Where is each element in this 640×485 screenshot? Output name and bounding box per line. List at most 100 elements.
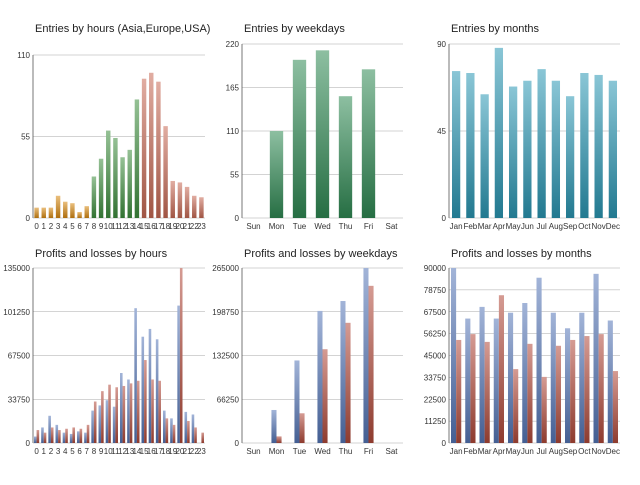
loss-bar-Thu: [345, 322, 351, 443]
profit-bar-0: [34, 436, 37, 443]
profit-bar-8: [91, 410, 94, 443]
loss-bar-Jan: [456, 339, 462, 443]
x-tick-label: Sun: [246, 447, 260, 456]
y-tick-label: 101250: [3, 308, 30, 317]
x-tick-label: 17: [154, 222, 163, 231]
x-tick-label: 11: [111, 447, 120, 456]
profit-bar-3: [55, 424, 59, 443]
bar-13: [127, 149, 132, 218]
chart-5: Profits and losses by weekdays 0 66250 1325…: [212, 248, 403, 456]
loss-bar-Aug: [555, 345, 562, 443]
loss-bar-Dec: [612, 371, 619, 443]
bar-21: [184, 186, 190, 218]
bar-6: [77, 212, 82, 218]
profit-bar-4: [62, 432, 66, 443]
loss-bar-22: [194, 427, 197, 443]
profit-bar-14: [134, 308, 137, 443]
y-tick-label: 135000: [3, 264, 30, 273]
bar-8: [91, 176, 97, 218]
y-tick-label: 220: [226, 40, 240, 49]
x-tick-label: 19: [168, 447, 177, 456]
x-tick-label: 11: [111, 222, 120, 231]
loss-bar-15: [144, 360, 147, 443]
y-tick-label: 90: [437, 40, 446, 49]
x-tick-label: Mon: [269, 447, 285, 456]
bar-14: [134, 99, 140, 218]
bar-Sep: [565, 96, 575, 218]
profit-bar-Feb: [465, 318, 471, 443]
y-tick-label: 22500: [424, 395, 447, 404]
bar-Wed: [315, 50, 330, 219]
loss-bar-21: [187, 420, 190, 443]
loss-bar-10: [108, 384, 111, 443]
x-tick-label: 10: [104, 222, 113, 231]
profit-bar-Dec: [607, 320, 613, 443]
loss-bar-May: [513, 369, 519, 443]
profit-bar-Sep: [564, 328, 571, 443]
x-tick-label: 2: [49, 222, 54, 231]
profit-bar-13: [127, 379, 130, 443]
x-tick-label: 22: [190, 222, 199, 231]
loss-bar-Jun: [527, 343, 533, 443]
x-tick-label: Fri: [364, 447, 374, 456]
chart-1: Entries by hours (Asia,Europe,USA)055110…: [17, 23, 210, 231]
bar-12: [120, 157, 125, 218]
x-tick-label: 1: [42, 222, 47, 231]
bar-Feb: [466, 73, 475, 218]
x-tick-label: Jun: [521, 222, 534, 231]
profit-bar-Tue: [294, 360, 300, 443]
x-tick-label: 14: [132, 447, 141, 456]
x-tick-label: 20: [175, 222, 184, 231]
loss-bar-Jul: [541, 376, 547, 443]
bar-17: [156, 81, 161, 218]
bar-Jul: [537, 69, 546, 218]
x-tick-label: 23: [197, 222, 206, 231]
bar-Thu: [338, 96, 353, 218]
profit-bar-Aug: [550, 312, 556, 443]
bar-11: [113, 137, 118, 218]
loss-bar-Tue: [299, 413, 305, 443]
bar-Jun: [523, 80, 532, 218]
profit-bar-Mar: [479, 306, 485, 443]
chart-2: Entries by weekdays 0 55 110 165 220 Sun Mon Tue…: [226, 23, 403, 231]
x-tick-label: Wed: [314, 222, 330, 231]
profit-bar-Nov: [593, 273, 599, 443]
x-tick-label: 12: [118, 447, 127, 456]
x-tick-label: Thu: [339, 222, 353, 231]
bar-Mon: [269, 131, 284, 218]
x-tick-label: 18: [161, 447, 170, 456]
y-tick-label: 45: [437, 127, 446, 136]
bar-Jan: [451, 71, 461, 218]
x-tick-label: 4: [63, 222, 68, 231]
x-tick-label: Feb: [463, 447, 477, 456]
bar-Fri: [361, 69, 376, 219]
bar-20: [177, 182, 183, 218]
y-tick-label: 55: [21, 133, 30, 142]
loss-bar-7: [86, 424, 90, 443]
bar-Aug: [551, 80, 561, 218]
chart-6: Profits and losses by months 0 11250 22500 3…: [424, 248, 620, 456]
bar-Nov: [594, 74, 603, 218]
profit-bar-Fri: [363, 268, 369, 443]
bar-2: [48, 207, 54, 218]
x-tick-label: Jul: [537, 447, 547, 456]
x-tick-label: Mar: [478, 447, 492, 456]
loss-bar-3: [58, 430, 61, 443]
x-tick-label: 16: [147, 447, 156, 456]
x-tick-label: Oct: [578, 222, 591, 231]
profit-bar-22: [191, 414, 195, 443]
x-tick-label: Tue: [293, 222, 307, 231]
x-tick-label: Feb: [463, 222, 477, 231]
x-tick-label: 0: [34, 447, 39, 456]
loss-bar-Sep: [570, 339, 576, 443]
y-tick-label: 198750: [212, 308, 239, 317]
profit-bar-May: [507, 312, 514, 443]
x-tick-label: Sun: [246, 222, 260, 231]
y-tick-label: 165: [226, 84, 240, 93]
loss-bar-0: [36, 430, 40, 443]
profit-bar-Thu: [340, 301, 346, 443]
x-tick-label: Jul: [537, 222, 547, 231]
y-tick-label: 56250: [424, 330, 447, 339]
